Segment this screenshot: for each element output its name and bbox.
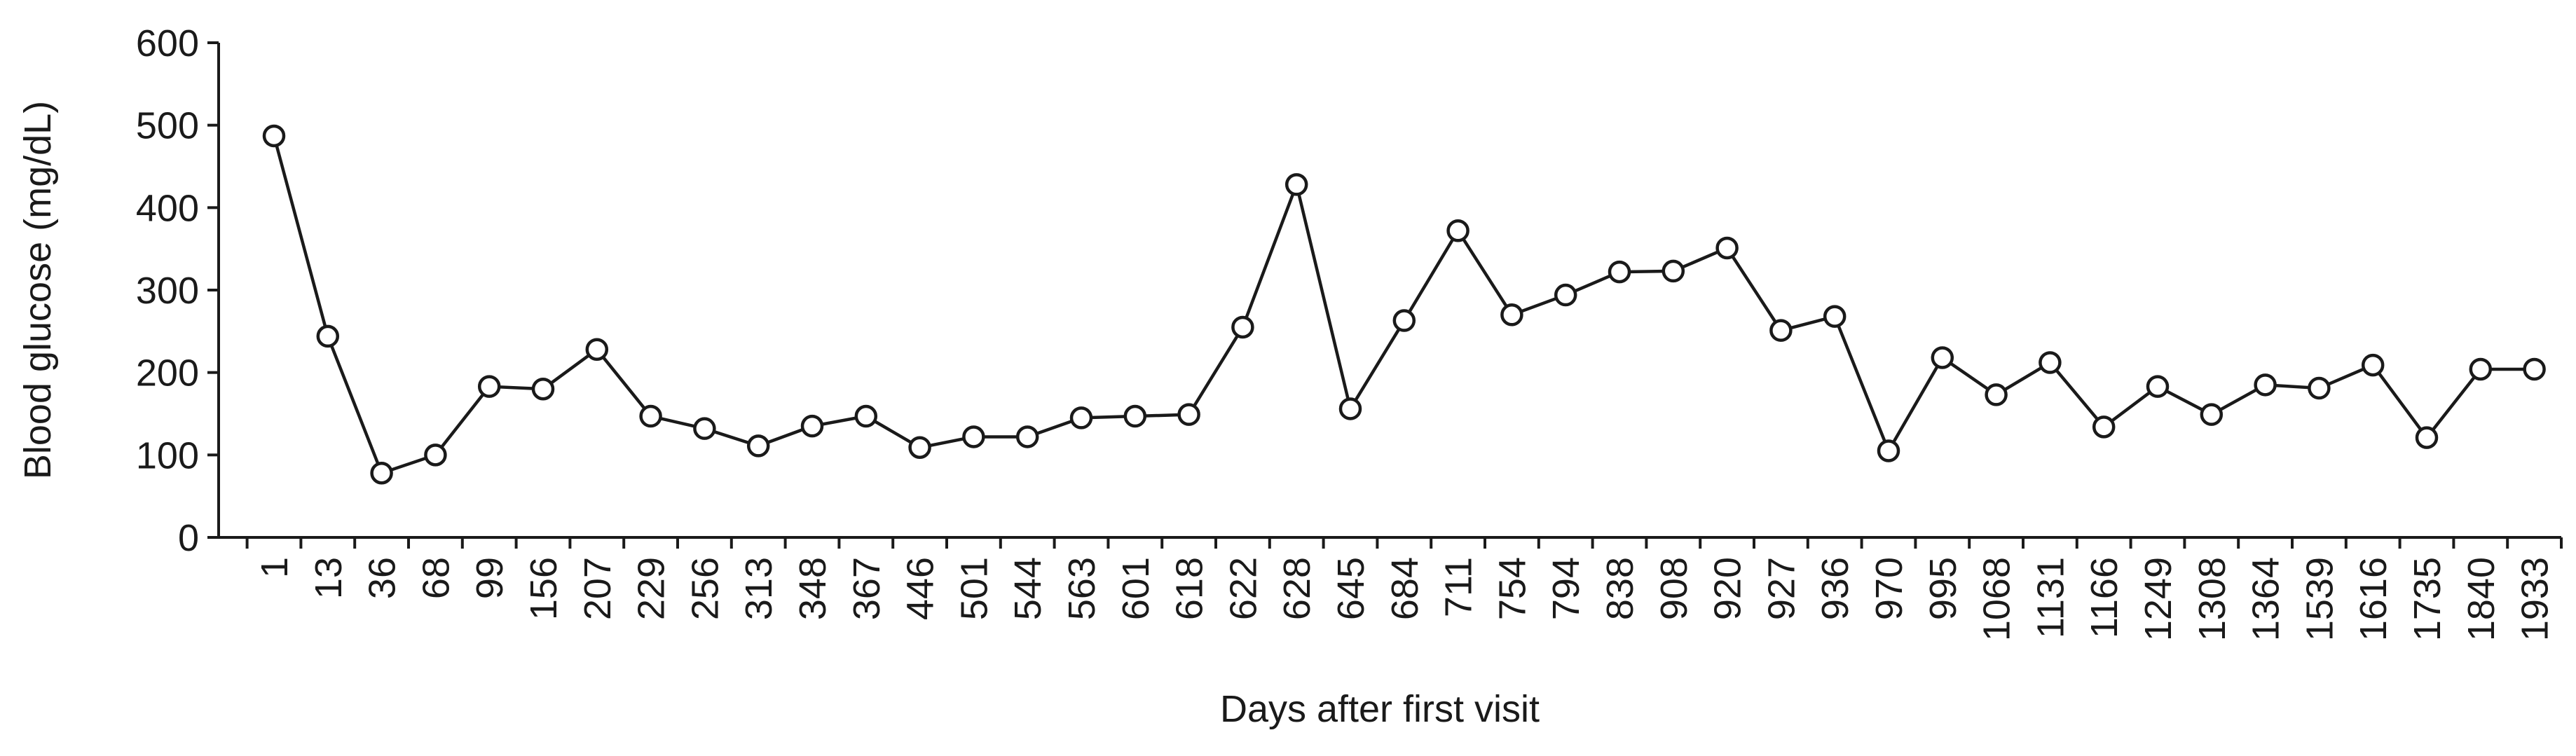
marker xyxy=(1069,406,1093,429)
y-tick-label: 600 xyxy=(136,22,199,64)
x-tick-label: 256 xyxy=(684,557,726,620)
x-tick-label: 229 xyxy=(631,557,673,620)
x-tick-label: 1249 xyxy=(2137,557,2179,641)
x-tick-label: 1364 xyxy=(2245,557,2287,641)
y-tick-label: 0 xyxy=(178,517,199,559)
marker xyxy=(1662,259,1685,283)
y-tick-label: 200 xyxy=(136,352,199,394)
marker xyxy=(477,375,501,398)
x-tick-label: 628 xyxy=(1276,557,1318,620)
marker xyxy=(854,404,878,428)
x-tick-label: 622 xyxy=(1222,557,1264,620)
marker xyxy=(2039,351,2062,374)
x-tick-label: 936 xyxy=(1814,557,1856,620)
marker xyxy=(2092,415,2116,439)
x-axis-title: Days after first visit xyxy=(1220,688,1540,730)
marker xyxy=(2254,373,2277,397)
x-tick-label: 711 xyxy=(1438,557,1480,617)
marker xyxy=(693,417,716,440)
marker xyxy=(2146,375,2170,398)
x-tick-label: 501 xyxy=(953,557,995,620)
marker xyxy=(1177,403,1200,426)
marker xyxy=(1985,383,2008,406)
x-tick-label: 1539 xyxy=(2298,557,2341,641)
x-tick-label: 99 xyxy=(469,557,511,599)
marker xyxy=(424,444,447,467)
marker xyxy=(2308,376,2331,400)
x-tick-label: 207 xyxy=(577,557,619,620)
x-tick-label: 1068 xyxy=(1976,557,2018,641)
x-tick-label: 446 xyxy=(900,557,942,620)
marker xyxy=(1015,425,1039,448)
x-tick-label: 1308 xyxy=(2191,557,2233,641)
x-tick-label: 1131 xyxy=(2029,557,2071,638)
x-tick-label: 348 xyxy=(792,557,834,620)
line xyxy=(272,135,2535,476)
x-tick-label: 1616 xyxy=(2352,557,2395,641)
x-tick-label: 1933 xyxy=(2514,557,2556,641)
y-tick-label: 300 xyxy=(136,270,199,312)
x-tick-label: 367 xyxy=(846,557,888,620)
marker xyxy=(639,404,662,428)
marker xyxy=(316,324,340,348)
marker xyxy=(908,436,931,459)
marker xyxy=(962,425,985,448)
marker xyxy=(1392,309,1416,332)
x-tick-label: 544 xyxy=(1007,557,1049,620)
marker xyxy=(1554,283,1577,307)
x-tick-label: 927 xyxy=(1760,557,1802,620)
x-tick-label: 995 xyxy=(1922,557,1964,620)
marker xyxy=(1231,315,1254,339)
marker xyxy=(1500,303,1523,327)
x-tick-label: 1 xyxy=(254,557,296,578)
y-tick-label: 500 xyxy=(136,105,199,147)
x-tick-label: 970 xyxy=(1868,557,1910,620)
x-tick-label: 618 xyxy=(1169,557,1211,620)
x-tick-label: 601 xyxy=(1115,557,1157,620)
marker xyxy=(2469,357,2493,381)
y-tick-label: 100 xyxy=(136,434,199,476)
y-tick-label: 400 xyxy=(136,187,199,229)
x-tick-label: 36 xyxy=(362,557,404,599)
marker xyxy=(1284,173,1308,196)
x-tick-label: 908 xyxy=(1653,557,1695,620)
marker xyxy=(1446,219,1469,242)
x-tick-label: 563 xyxy=(1061,557,1103,620)
y-axis-title: Blood glucose (mg/dL) xyxy=(17,101,59,479)
marker xyxy=(1715,236,1739,260)
x-tick-label: 1840 xyxy=(2460,557,2502,641)
marker xyxy=(1338,397,1362,420)
x-tick-label: 684 xyxy=(1384,557,1426,620)
marker xyxy=(1823,305,1847,328)
marker xyxy=(1769,319,1793,342)
x-tick-label: 1166 xyxy=(2083,557,2125,638)
marker xyxy=(1123,404,1147,428)
marker xyxy=(1931,346,1954,369)
marker xyxy=(746,434,770,458)
x-tick-label: 645 xyxy=(1330,557,1372,620)
x-tick-label: 754 xyxy=(1491,557,1533,620)
marker xyxy=(585,338,609,361)
marker xyxy=(2415,426,2439,449)
marker xyxy=(531,377,555,401)
marker xyxy=(800,414,824,438)
marker xyxy=(262,124,286,148)
x-tick-label: 313 xyxy=(738,557,780,620)
x-tick-label: 1735 xyxy=(2406,557,2448,641)
x-tick-label: 920 xyxy=(1707,557,1749,620)
x-tick-label: 794 xyxy=(1545,557,1587,620)
x-tick-label: 156 xyxy=(523,557,565,620)
x-tick-label: 68 xyxy=(415,557,457,599)
marker xyxy=(370,461,393,485)
marker xyxy=(2200,403,2224,426)
marker xyxy=(2523,357,2546,381)
marker xyxy=(1608,260,1631,284)
marker xyxy=(2361,353,2385,377)
x-tick-label: 838 xyxy=(1599,557,1641,620)
marker xyxy=(1877,439,1900,462)
x-tick-label: 13 xyxy=(308,557,350,599)
